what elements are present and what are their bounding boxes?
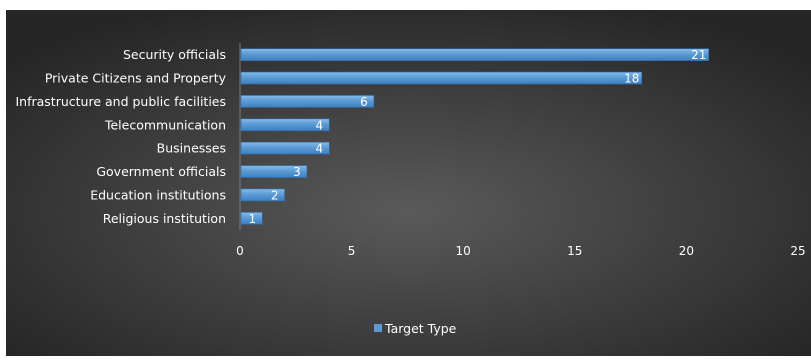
- chart-background: [6, 10, 811, 356]
- data-label: 3: [293, 165, 301, 179]
- category-label: Telecommunication: [104, 117, 226, 132]
- bar: [240, 71, 643, 85]
- category-label: Religious institution: [103, 211, 226, 226]
- x-tick-label: 5: [348, 244, 356, 258]
- bar: [240, 48, 710, 61]
- x-tick-label: 15: [567, 244, 582, 258]
- category-label: Security officials: [123, 47, 226, 62]
- x-tick-label: 10: [456, 244, 471, 258]
- category-label: Education institutions: [90, 187, 226, 202]
- bar: [240, 95, 375, 108]
- data-label: 1: [248, 212, 256, 226]
- data-label: 2: [271, 188, 279, 202]
- legend: Target Type: [374, 321, 457, 336]
- x-tick-label: 25: [790, 244, 805, 258]
- data-label: 6: [360, 95, 368, 109]
- data-label: 4: [315, 118, 323, 132]
- bar: [240, 165, 308, 178]
- category-label: Businesses: [157, 141, 226, 156]
- category-label: Infrastructure and public facilities: [15, 94, 226, 109]
- bar: [240, 188, 285, 202]
- data-label: 21: [691, 48, 706, 62]
- x-tick-label: 0: [236, 244, 244, 258]
- data-label: 18: [624, 72, 639, 86]
- category-label: Government officials: [96, 164, 226, 179]
- data-label: 4: [315, 142, 323, 156]
- bar: [240, 141, 330, 155]
- bar: [240, 118, 330, 132]
- category-label: Private Citizens and Property: [45, 71, 227, 86]
- legend-label: Target Type: [384, 321, 457, 336]
- x-tick-label: 20: [679, 244, 694, 258]
- legend-swatch: [374, 324, 382, 332]
- bar: [240, 212, 263, 225]
